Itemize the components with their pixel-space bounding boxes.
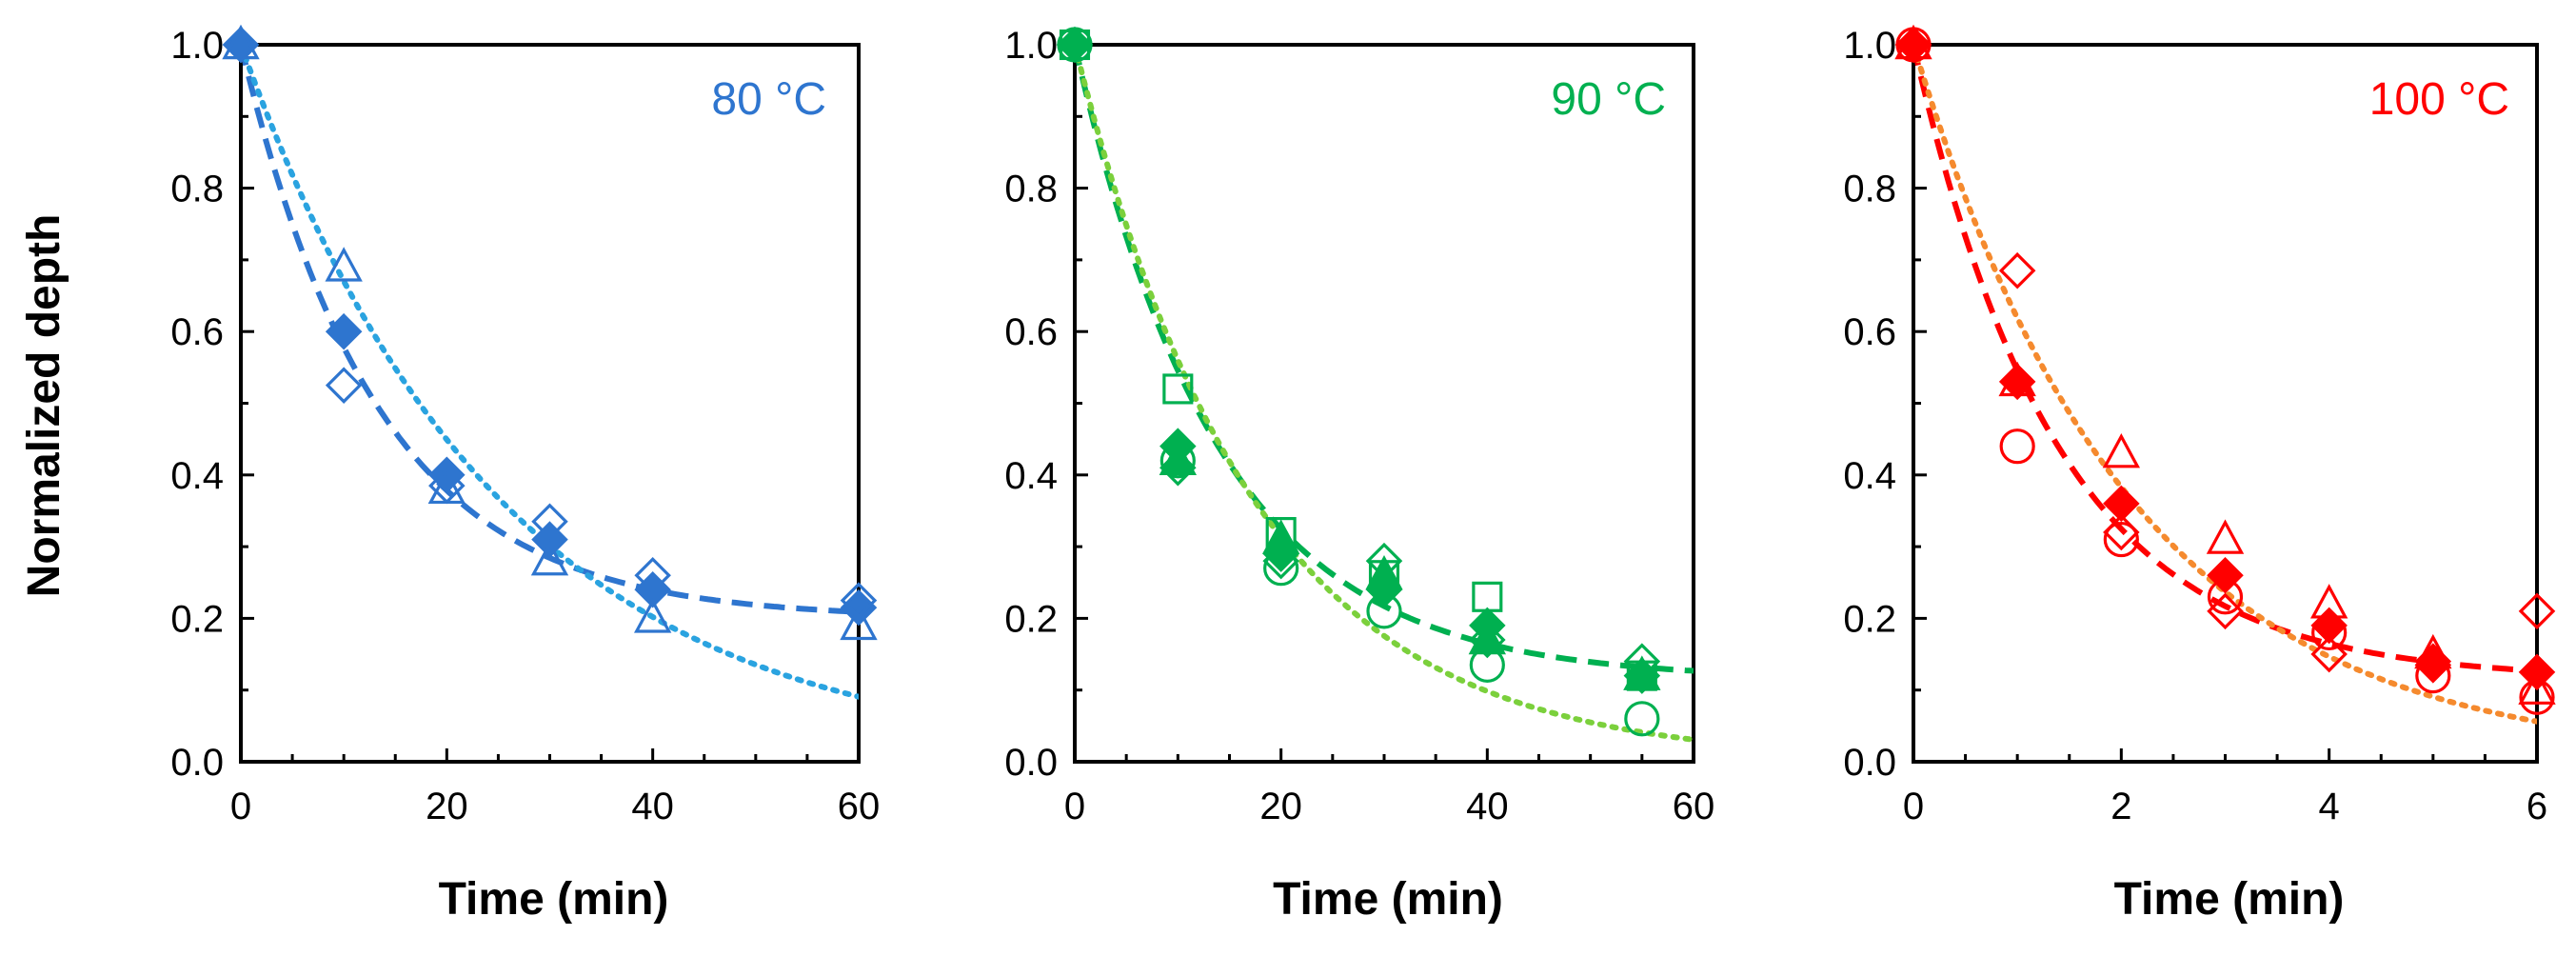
panel-90c: 0.0 0.2 0.4 0.6 0.8 1.0 0 20 40 60 Time (min) 90 °C (1004, 25, 1714, 925)
y-tick-label: 0.6 (1843, 311, 1896, 353)
data-point-open-triangle (530, 540, 569, 576)
x-tick-label: 0 (230, 786, 251, 827)
data-point-open-triangle (222, 24, 260, 60)
data-point-open-diamond (1365, 542, 1403, 580)
data-point-open-diamond (222, 26, 260, 64)
data-point-open-square (1162, 373, 1194, 405)
fit-curve-dashed (241, 44, 859, 615)
y-tick-label: 0.6 (170, 311, 224, 353)
data-point-filled-diamond (1998, 363, 2036, 401)
x-tick-label: 6 (2526, 786, 2547, 827)
y-tick-label: 1.0 (170, 25, 224, 67)
x-tick-label: 60 (838, 786, 881, 827)
data-point-open-triangle (840, 605, 878, 641)
data-point-open-circle (1057, 27, 1093, 63)
data-point-open-diamond (1159, 449, 1197, 487)
data-point-open-circle (1263, 550, 1299, 587)
y-tick-label: 0.4 (1843, 455, 1896, 497)
data-point-open-triangle (325, 247, 363, 282)
data-point-filled-diamond (325, 312, 363, 350)
x-tick-label: 60 (1673, 786, 1715, 827)
plot-frame (239, 43, 861, 764)
temperature-label: 90 °C (1551, 74, 1666, 125)
y-tick-label: 0.2 (1843, 598, 1896, 640)
y-tick-label: 0.0 (170, 742, 224, 784)
data-point-open-square (1472, 581, 1503, 612)
data-point-open-circle (1895, 27, 1932, 63)
data-point-open-diamond (325, 367, 363, 404)
data-point-open-diamond (1469, 621, 1506, 659)
y-tick-label: 0.2 (170, 598, 224, 640)
data-point-open-circle (2207, 579, 2244, 615)
data-point-open-triangle (2518, 669, 2556, 705)
x-tick-label: 40 (1466, 786, 1509, 827)
data-point-open-circle (1624, 701, 1660, 737)
y-tick-label: 0.6 (1004, 311, 1058, 353)
y-tick-label: 0.0 (1004, 742, 1058, 784)
data-point-open-square (1626, 660, 1657, 691)
y-tick-label: 0.4 (170, 455, 224, 497)
panel-100c: 0.0 0.2 0.4 0.6 0.8 1.0 0 2 4 6 Time (min) 100 °C (1843, 24, 2556, 925)
data-point-open-circle (1999, 428, 2035, 465)
data-point-open-diamond (634, 556, 671, 594)
data-point-open-triangle (633, 598, 672, 633)
x-tick-label: 40 (631, 786, 674, 827)
data-point-open-diamond (2414, 647, 2452, 684)
y-tick-label: 0.8 (1843, 169, 1896, 210)
y-tick-label: 1.0 (1843, 25, 1896, 67)
data-point-open-diamond (1998, 251, 2036, 289)
x-axis-title: Time (min) (439, 874, 669, 925)
fit-curve-dotted (1075, 42, 1694, 743)
y-axis-title: Normalized depth (19, 214, 69, 598)
data-point-open-diamond (531, 503, 568, 541)
data-point-open-circle (1469, 647, 1505, 683)
data-point-filled-diamond (222, 26, 260, 64)
y-tick-label: 0.8 (170, 169, 224, 210)
data-point-filled-triangle (1468, 619, 1507, 655)
fit-curve-dotted (241, 42, 859, 700)
x-tick-label: 0 (1064, 786, 1085, 827)
data-point-open-diamond (2310, 635, 2348, 673)
data-point-open-triangle (2102, 432, 2141, 468)
data-point-open-diamond (428, 467, 466, 505)
x-tick-label: 20 (426, 786, 468, 827)
temperature-label: 100 °C (2369, 74, 2509, 125)
x-tick-label: 0 (1903, 786, 1924, 827)
data-point-open-circle (1366, 593, 1402, 629)
data-point-open-triangle (2414, 633, 2452, 669)
data-point-open-square (1059, 29, 1091, 61)
y-tick-label: 0.8 (1004, 169, 1058, 210)
data-point-open-diamond (2207, 592, 2244, 630)
data-point-open-circle (2415, 658, 2451, 694)
data-point-open-circle (1159, 443, 1196, 479)
x-tick-label: 4 (2319, 786, 2340, 827)
data-point-open-diamond (840, 582, 878, 619)
temperature-label: 80 °C (711, 74, 826, 125)
data-point-open-triangle (1998, 361, 2036, 397)
x-axis-title: Time (min) (2114, 874, 2345, 925)
data-point-open-triangle (1894, 24, 1932, 60)
panel-80c: 0.0 0.2 0.4 0.6 0.8 1.0 0 20 40 60 Time (min) 80 °C (170, 24, 881, 925)
x-tick-label: 2 (2110, 786, 2131, 827)
data-point-open-diamond (2518, 592, 2556, 630)
y-tick-label: 0.0 (1843, 742, 1896, 784)
data-point-open-circle (2519, 679, 2555, 715)
y-tick-label: 0.4 (1004, 455, 1058, 497)
data-point-filled-diamond (2103, 485, 2140, 523)
x-axis-title: Time (min) (1273, 874, 1503, 925)
x-tick-label: 20 (1259, 786, 1302, 827)
y-tick-label: 1.0 (1004, 25, 1058, 67)
data-point-open-diamond (1623, 643, 1661, 680)
data-point-open-circle (2103, 521, 2139, 558)
data-point-open-triangle (2206, 519, 2245, 554)
data-point-open-square (1368, 560, 1400, 591)
data-point-open-circle (2311, 614, 2348, 651)
y-tick-label: 0.2 (1004, 598, 1058, 640)
